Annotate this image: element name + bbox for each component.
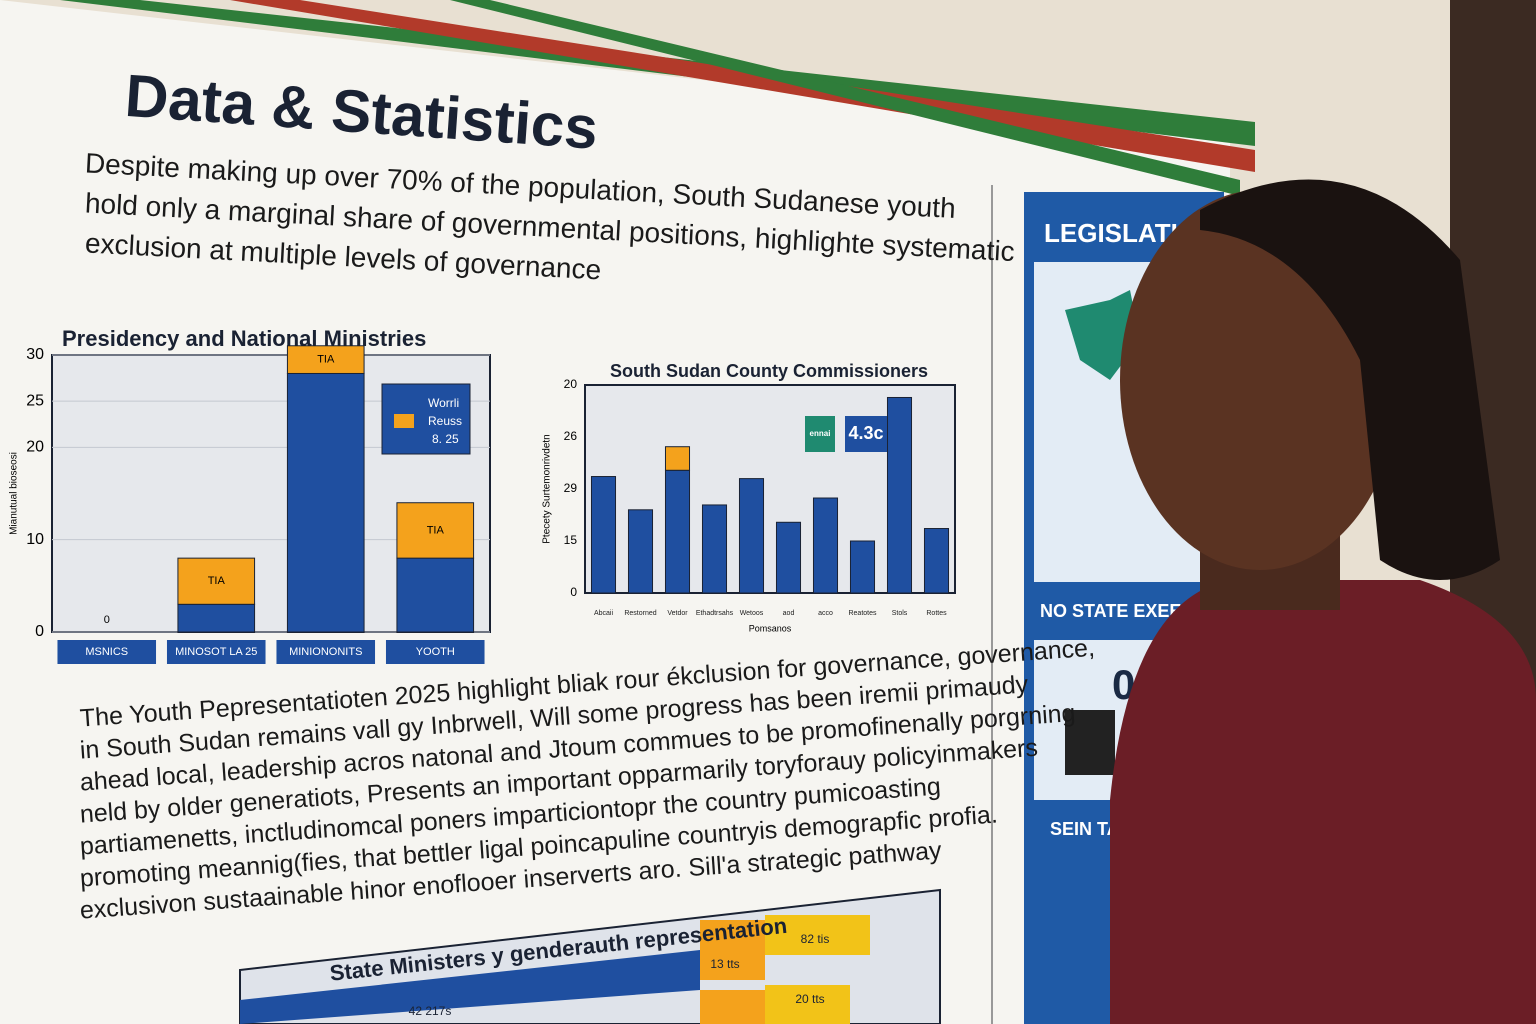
x-tick-label: MINIONONITS xyxy=(289,646,362,658)
x-tick-label: Rottes xyxy=(926,610,947,617)
bar xyxy=(849,540,876,594)
y-tick-label: 20 xyxy=(564,377,578,391)
y-axis-label: Mianutual bioseosi xyxy=(9,452,20,535)
legend-note: 8. 25 xyxy=(432,432,459,446)
bar-label: 0 xyxy=(104,614,110,626)
y-tick-label: 29 xyxy=(564,481,578,495)
bar xyxy=(396,557,475,633)
category-box xyxy=(166,640,266,664)
y-axis-label: Ptecety Surtemonrivdetn xyxy=(542,434,553,544)
stripe-green-2 xyxy=(450,0,1240,196)
chart-title: South Sudan County Commissioners xyxy=(610,361,928,381)
x-tick-label: Wetoos xyxy=(740,610,764,617)
x-tick-label: MSNICS xyxy=(85,646,128,658)
badge-label: ennai xyxy=(810,429,831,438)
bar-label: TIA xyxy=(427,524,445,536)
bar xyxy=(177,603,256,633)
hair xyxy=(1200,179,1500,580)
x-tick-label: aod xyxy=(783,610,795,617)
legend-label: Worrli xyxy=(428,396,459,410)
bar xyxy=(177,557,256,605)
legend-label: Reuss xyxy=(428,414,462,428)
chart3-label: 20 tts xyxy=(795,992,824,1006)
x-tick-label: Restorned xyxy=(624,610,656,617)
shirt xyxy=(1110,580,1536,1024)
y-tick-label: 10 xyxy=(26,531,44,548)
bar xyxy=(396,502,475,559)
chart3-seg xyxy=(765,985,850,1024)
category-box xyxy=(57,640,157,664)
chart3-bar xyxy=(240,950,700,1024)
x-tick-label: Abcaii xyxy=(594,610,614,617)
side-banner: NO STATE EXEEE M xyxy=(1040,601,1213,621)
chart3-seg xyxy=(700,990,765,1024)
person xyxy=(1110,179,1536,1024)
bar xyxy=(701,504,728,594)
y-tick-label: 30 xyxy=(26,346,44,363)
bar xyxy=(664,469,691,594)
y-tick-label: 0 xyxy=(570,585,577,599)
x-tick-label: MINOSOT LA 25 xyxy=(175,646,257,658)
x-axis-label: Pomsanos xyxy=(749,623,792,633)
x-tick-label: Reatotes xyxy=(848,610,877,617)
chart3-label: 82 tis xyxy=(801,932,830,946)
badge xyxy=(805,416,835,452)
building-icon xyxy=(1065,710,1115,775)
bar xyxy=(738,478,765,594)
legend-swatch xyxy=(394,396,414,410)
bar xyxy=(286,372,365,633)
chart3-seg xyxy=(765,915,870,955)
y-tick-label: 25 xyxy=(26,392,44,409)
y-tick-label: 26 xyxy=(564,429,578,443)
chart3-seg xyxy=(700,920,765,980)
category-box xyxy=(385,640,485,664)
bar xyxy=(775,521,802,594)
bar xyxy=(286,345,365,374)
category-box xyxy=(276,640,376,664)
bar-label: TIA xyxy=(208,575,226,587)
bar xyxy=(812,497,839,594)
badge-label: 4.3c xyxy=(848,423,883,443)
bar xyxy=(627,509,654,594)
chart3-label: 13 tts xyxy=(710,957,739,971)
side-heading: LEGISLATI xyxy=(1044,218,1178,248)
bar xyxy=(590,476,617,594)
x-tick-label: Stols xyxy=(892,610,908,617)
badge xyxy=(845,416,887,452)
y-tick-label: 0 xyxy=(35,623,44,640)
y-tick-label: 15 xyxy=(564,533,578,547)
chart3-label: 42 217s xyxy=(409,1004,452,1018)
x-tick-label: acco xyxy=(818,610,833,617)
x-tick-label: YOOTH xyxy=(416,646,455,658)
bar xyxy=(886,396,913,594)
bar xyxy=(664,446,691,471)
x-tick-label: Vetdor xyxy=(667,610,688,617)
legend-swatch xyxy=(394,414,414,428)
bar-label: TIA xyxy=(317,354,335,366)
bar xyxy=(923,528,950,594)
y-tick-label: 20 xyxy=(26,439,44,456)
x-tick-label: Ethadtrsahs xyxy=(696,610,734,617)
chart-title: Presidency and National Ministries xyxy=(62,326,426,351)
